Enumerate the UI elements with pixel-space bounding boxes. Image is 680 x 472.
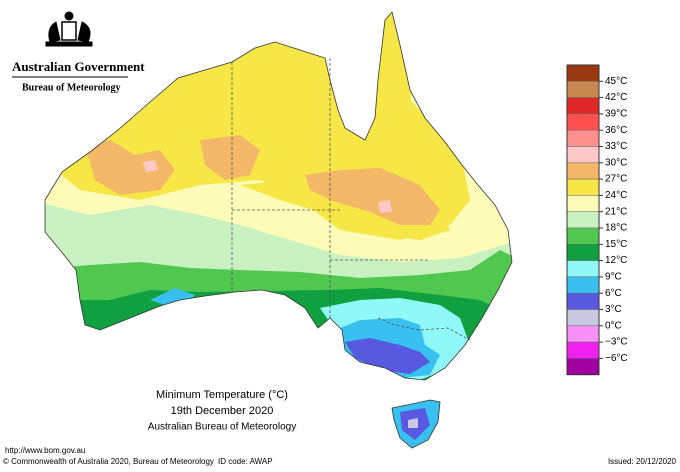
legend-label: 15°C [605,239,627,250]
legend-swatch [566,162,600,180]
legend-label: 12°C [605,255,627,266]
legend-swatch [566,292,600,310]
legend-label: 18°C [605,223,627,234]
legend-swatch [566,260,600,278]
legend-swatch [566,178,600,196]
legend-swatch [566,276,600,294]
copyright: © Commonwealth of Australia 2020, Bureau… [3,457,214,466]
legend-frame [566,64,600,376]
legend-label: 33°C [605,141,627,152]
bureau-name: Bureau of Meteorology [22,82,121,93]
id-code: ID code: AWAP [218,457,273,466]
legend-swatch [566,129,600,147]
legend-swatch [566,244,600,261]
government-name: Australian Government [12,59,145,74]
legend-label: 42°C [605,92,627,103]
zone [143,160,158,172]
legend-swatch [566,341,600,359]
map-source: Australian Bureau of Meteorology [148,422,296,433]
legend-swatch [566,64,600,82]
map-title: Minimum Temperature (°C) [156,389,288,401]
legend-swatch [566,195,600,212]
legend-swatch [566,113,600,131]
legend-swatch [566,227,600,245]
tasmania-coast [391,399,441,449]
zone [305,168,440,225]
zone [85,140,175,195]
legend-swatch [566,358,600,375]
zone [408,418,418,428]
legend-label: 30°C [605,157,627,168]
legend-label: 9°C [605,272,622,283]
legend-label: 39°C [605,109,627,120]
zone [345,338,430,374]
legend-swatch [566,309,600,327]
legend-swatch [566,97,600,115]
url: http://www.bom.gov.au [5,446,85,455]
crest [45,11,93,47]
legend-label: −6°C [605,353,628,364]
zone [200,135,260,180]
legend-label: 6°C [605,288,622,299]
issued: Issued: 20/12/2020 [608,457,677,466]
legend-label: 24°C [605,190,627,201]
legend-label: 27°C [605,174,627,185]
map-date: 19th December 2020 [171,405,274,417]
legend-swatch [566,325,600,343]
legend-swatch [566,211,600,229]
state-borders [231,58,471,341]
legend-swatch [566,81,600,98]
legend-label: 45°C [605,76,627,87]
legend-swatch [566,146,600,164]
legend-label: −3°C [605,337,628,348]
legend-label: 21°C [605,206,627,217]
legend-label: 36°C [605,125,627,136]
legend: 45°C 42°C 39°C 36°C 33°C 30°C 27°C 24°C 21°C 18°C… [566,64,628,376]
legend-label: 0°C [605,320,622,331]
legend-label: 3°C [605,304,622,315]
zone [378,200,392,213]
